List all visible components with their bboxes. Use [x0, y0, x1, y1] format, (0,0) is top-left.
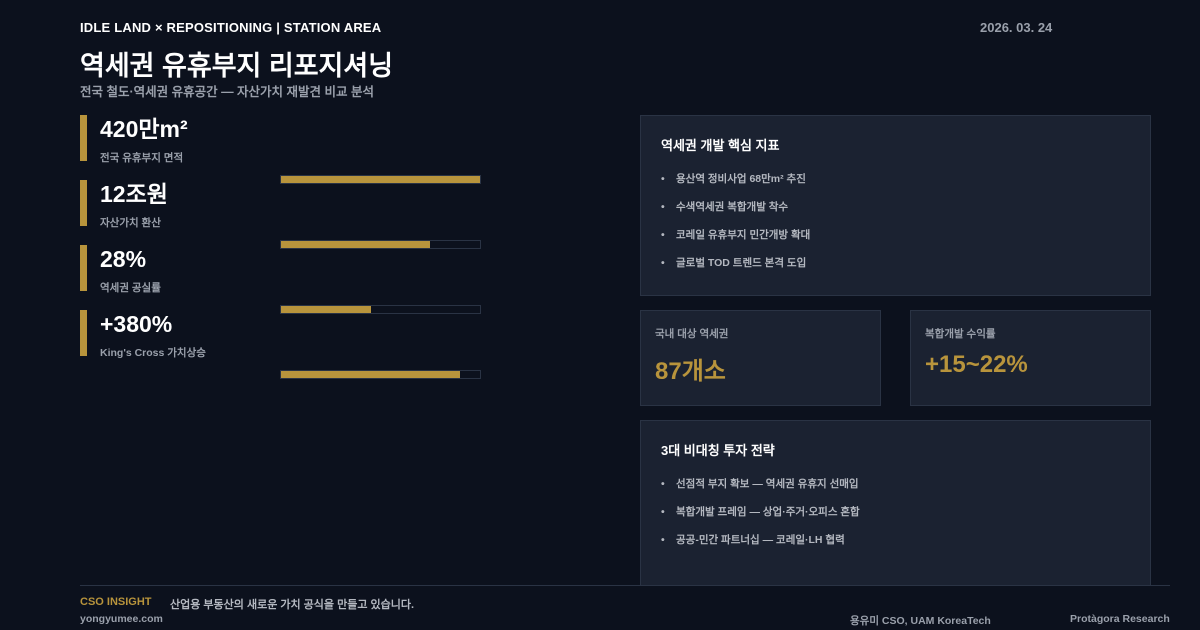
card-value: +15~22% — [925, 351, 1028, 378]
list-item: 코레일 유휴부지 민간개방 확대 — [661, 227, 810, 255]
page-title: 역세권 유휴부지 리포지셔닝 — [80, 51, 394, 81]
progress-fill — [281, 371, 461, 378]
author: 용유미 CSO, UAM KoreaTech — [850, 615, 991, 627]
stat-area: 420만m² 전국 유휴부지 면적 — [80, 115, 280, 164]
accent-bar — [80, 245, 87, 291]
card-label: 복합개발 수익률 — [925, 328, 996, 340]
list-item: 복합개발 프레임 — 상업·주거·오피스 혼합 — [661, 504, 860, 532]
stat-label: 역세권 공실률 — [100, 282, 161, 294]
stat-label: 자산가치 환산 — [100, 217, 161, 229]
progress-bar — [280, 370, 481, 379]
strategy-panel: 3대 비대칭 투자 전략 선점적 부지 확보 — 역세권 유휴지 선매입복합개발… — [640, 420, 1151, 586]
panel-title: 역세권 개발 핵심 지표 — [661, 138, 780, 153]
metric-card-stations: 국내 대상 역세권 87개소 — [640, 310, 881, 406]
progress-bar — [280, 175, 481, 184]
list-item: 선점적 부지 확보 — 역세권 유휴지 선매입 — [661, 476, 860, 504]
accent-bar — [80, 115, 87, 161]
progress-bar — [280, 240, 481, 249]
list-item: 공공-민간 파트너십 — 코레일·LH 협력 — [661, 532, 860, 560]
footer-divider — [80, 585, 1170, 586]
stat-vacancy: 28% 역세권 공실률 — [80, 245, 280, 294]
stat-label: King's Cross 가치상승 — [100, 347, 206, 359]
list-item: 수색역세권 복합개발 착수 — [661, 199, 810, 227]
stat-value: +380% — [100, 311, 173, 337]
date: 2026. 03. 24 — [980, 20, 1053, 35]
accent-bar — [80, 310, 87, 356]
stat-value: 420만m² — [100, 116, 188, 142]
progress-fill — [281, 241, 431, 248]
insight-text: 산업용 부동산의 새로운 가치 공식을 만들고 있습니다. — [170, 599, 415, 611]
list-item: 글로벌 TOD 트렌드 본격 도입 — [661, 255, 810, 283]
card-value: 87개소 — [655, 358, 726, 385]
stat-kings-cross: +380% King's Cross 가치상승 — [80, 310, 280, 359]
insight-label: CSO INSIGHT — [80, 596, 152, 608]
progress-fill — [281, 176, 480, 183]
website-link[interactable]: yongyumee.com — [80, 613, 163, 625]
card-label: 국내 대상 역세권 — [655, 328, 729, 340]
progress-bar — [280, 305, 481, 314]
progress-fill — [281, 306, 371, 313]
panel-title: 3대 비대칭 투자 전략 — [661, 443, 775, 458]
stat-value: 12조원 — [100, 181, 168, 207]
stat-label: 전국 유휴부지 면적 — [100, 152, 184, 164]
list-item: 용산역 정비사업 68만m² 추진 — [661, 171, 810, 199]
stat-value: 28% — [100, 246, 147, 272]
accent-bar — [80, 180, 87, 226]
kicker: IDLE LAND × REPOSITIONING | STATION AREA — [80, 20, 382, 35]
metric-card-yield: 복합개발 수익률 +15~22% — [910, 310, 1151, 406]
page-subtitle: 전국 철도·역세권 유휴공간 — 자산가치 재발견 비교 분석 — [80, 85, 374, 99]
organization: Protàgora Research — [1070, 613, 1170, 625]
indicators-panel: 역세권 개발 핵심 지표 용산역 정비사업 68만m² 추진수색역세권 복합개발… — [640, 115, 1151, 296]
